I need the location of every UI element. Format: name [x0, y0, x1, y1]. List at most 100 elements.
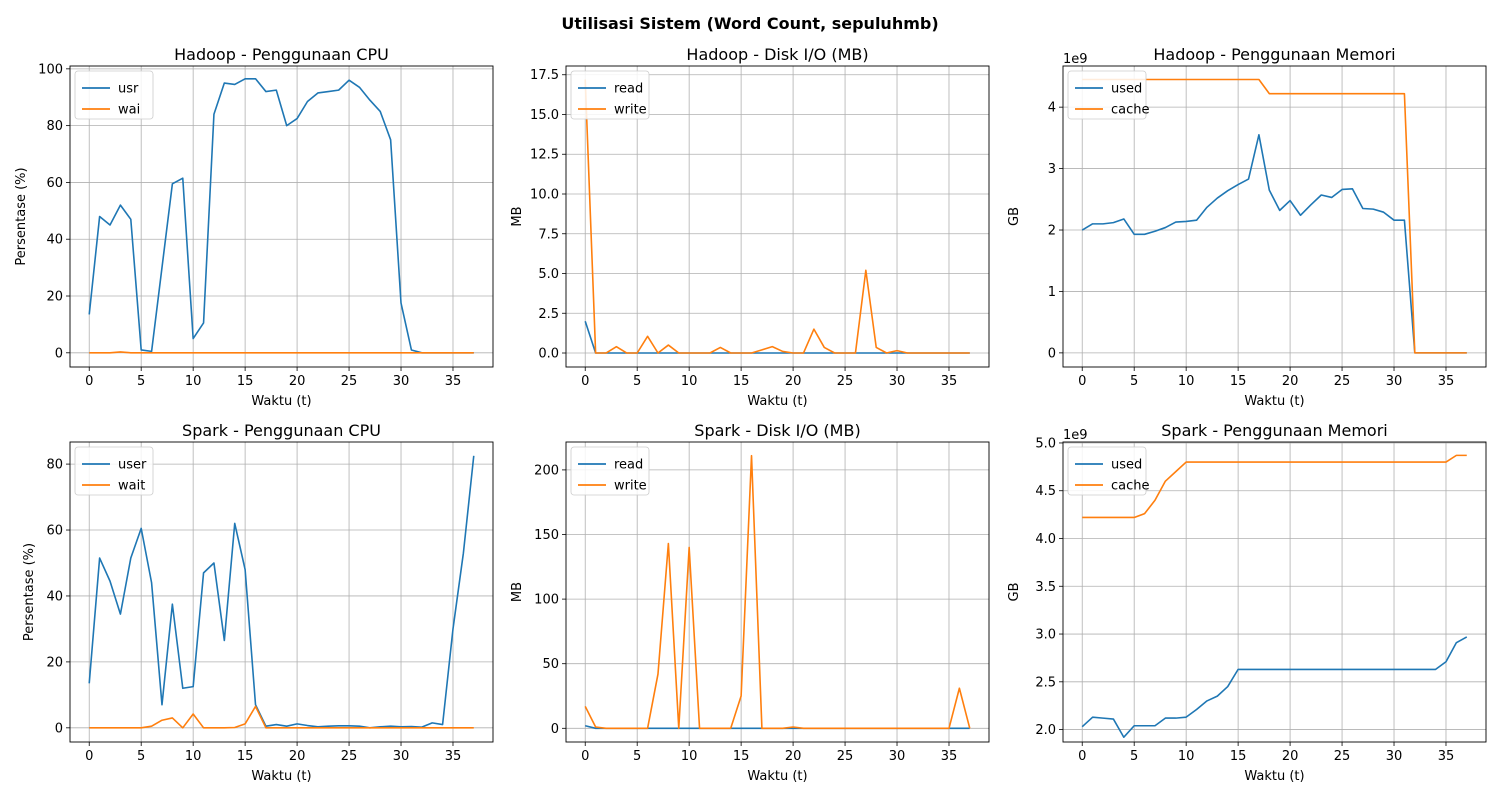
series-line-write	[584, 79, 970, 354]
x-tick-label: 30	[393, 749, 410, 764]
subplot-title: Hadoop - Disk I/O (MB)	[686, 45, 868, 64]
y-tick-label: 15.0	[530, 108, 559, 123]
series-line-used	[1081, 134, 1467, 354]
y-tick-label: 0.0	[538, 347, 559, 362]
legend-label-usr: usr	[118, 82, 139, 97]
legend-label-wai: wai	[118, 103, 140, 118]
series-group	[584, 454, 971, 730]
figure-suptitle: Utilisasi Sistem (Word Count, sepuluhmb)	[561, 14, 938, 33]
y-tick-label: 4.0	[1035, 532, 1056, 547]
legend: used cache	[1067, 70, 1150, 120]
y-tick-label: 100	[534, 593, 559, 608]
subplot-2: Hadoop - Disk I/O (MB) 0 5 10 15 20 25 30 35 0.0 2…	[510, 45, 990, 409]
legend-label-used: used	[1111, 458, 1142, 473]
series-line-write	[584, 454, 971, 730]
x-tick-label: 5	[633, 374, 641, 389]
plot-frame	[1062, 441, 1487, 743]
legend: usr wai	[74, 70, 154, 120]
plot-frame	[1062, 65, 1487, 368]
x-tick-label: 15	[733, 374, 750, 389]
legend-label-user: user	[118, 458, 147, 473]
x-tick-label: 15	[237, 749, 254, 764]
x-axis-ticks: 0 5 10 15 20 25 30 35	[1078, 367, 1454, 389]
y-tick-label: 2	[1048, 224, 1056, 239]
series-line-used	[1081, 636, 1468, 739]
x-tick-label: 10	[1178, 749, 1195, 764]
x-tick-label: 15	[733, 749, 750, 764]
x-axis-ticks: 0 5 10 15 20 25 30 35	[85, 367, 461, 389]
y-tick-label: 0	[55, 721, 63, 736]
y-axis-ticks: 0 20 40 60 80 100	[38, 62, 70, 361]
x-tick-label: 5	[1130, 749, 1138, 764]
y-axis-label: Persentase (%)	[14, 167, 29, 265]
y-axis-label: Persentase (%)	[22, 543, 37, 641]
series-line-cache	[1082, 454, 1467, 519]
x-axis-ticks: 0 5 10 15 20 25 30 35	[581, 742, 957, 764]
y-tick-label: 2.5	[1035, 675, 1056, 690]
subplot-1: Hadoop - Penggunaan CPU 0 5 10 15 20 25 30 35 0 20…	[14, 45, 494, 409]
subplot-title: Spark - Penggunaan CPU	[182, 421, 381, 440]
y-tick-label: 17.5	[530, 68, 559, 83]
y-tick-label: 200	[534, 463, 559, 478]
x-tick-label: 30	[889, 749, 906, 764]
x-tick-label: 15	[1230, 749, 1247, 764]
x-axis-label: Waktu (t)	[747, 394, 807, 409]
plot-frame	[565, 441, 990, 743]
y-tick-label: 50	[542, 657, 559, 672]
series-group	[88, 455, 475, 729]
x-tick-label: 15	[237, 374, 254, 389]
y-tick-label: 2.0	[1035, 723, 1056, 738]
y-tick-label: 4	[1048, 101, 1056, 116]
x-tick-label: 0	[85, 749, 93, 764]
legend-label-used: used	[1111, 82, 1142, 97]
x-tick-label: 10	[681, 374, 698, 389]
legend-box	[74, 446, 154, 496]
x-tick-label: 35	[941, 749, 958, 764]
y-tick-label: 5.0	[1035, 436, 1056, 451]
legend-box	[1067, 70, 1147, 120]
y-tick-label: 80	[46, 458, 63, 473]
x-tick-label: 5	[137, 749, 145, 764]
series-line-user	[88, 455, 475, 729]
x-tick-label: 35	[445, 374, 462, 389]
y-tick-label: 0	[1048, 346, 1056, 361]
y-tick-label: 20	[46, 655, 63, 670]
y-axis-label: GB	[1007, 583, 1022, 602]
x-tick-label: 20	[785, 374, 802, 389]
y-axis-ticks: 2.0 2.5 3.0 3.5 4.0 4.5 5.0	[1035, 436, 1063, 738]
y-tick-label: 150	[534, 528, 559, 543]
series-group	[584, 79, 970, 354]
subplot-title: Hadoop - Penggunaan CPU	[174, 45, 389, 64]
x-tick-label: 30	[889, 374, 906, 389]
y-tick-label: 20	[46, 290, 63, 305]
x-tick-label: 30	[1386, 374, 1403, 389]
x-tick-label: 35	[941, 374, 958, 389]
y-axis-ticks: 0.0 2.5 5.0 7.5 10.0 12.5 15.0 17.5	[530, 68, 566, 362]
x-axis-label: Waktu (t)	[1244, 394, 1304, 409]
x-tick-label: 25	[341, 374, 358, 389]
x-tick-label: 15	[1230, 374, 1247, 389]
plot-frame	[69, 441, 494, 743]
series-line-wait	[89, 705, 474, 729]
x-axis-ticks: 0 5 10 15 20 25 30 35	[1078, 742, 1454, 764]
y-tick-label: 100	[38, 62, 63, 77]
y-tick-label: 4.5	[1035, 484, 1056, 499]
y-tick-label: 3	[1048, 162, 1056, 177]
legend-label-read: read	[614, 82, 643, 97]
y-tick-label: 12.5	[530, 148, 559, 163]
series-line-usr	[88, 77, 474, 354]
series-group	[88, 77, 474, 354]
legend: user wait	[74, 446, 154, 496]
x-tick-label: 20	[289, 374, 306, 389]
y-axis-label: MB	[510, 206, 525, 226]
x-axis-label: Waktu (t)	[747, 769, 807, 784]
subplot-title: Spark - Disk I/O (MB)	[694, 421, 860, 440]
y-axis-label: MB	[510, 582, 525, 602]
x-tick-label: 25	[837, 374, 854, 389]
x-axis-ticks: 0 5 10 15 20 25 30 35	[581, 367, 957, 389]
legend: used cache	[1067, 446, 1150, 496]
x-tick-label: 5	[633, 749, 641, 764]
x-tick-label: 35	[445, 749, 462, 764]
plot-frame	[69, 65, 494, 368]
y-axis-offset-text: 1e9	[1063, 428, 1088, 443]
